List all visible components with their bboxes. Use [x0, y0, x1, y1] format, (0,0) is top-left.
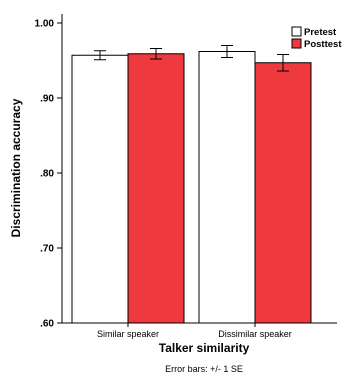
bar-pretest-2	[198, 51, 256, 324]
legend-label-pretest: Pretest	[304, 27, 337, 38]
bar-pretest-1	[71, 54, 129, 324]
category-label: Similar speaker	[97, 329, 159, 339]
legend-label-posttest: Posttest	[304, 39, 342, 50]
category-label: Dissimilar speaker	[218, 329, 292, 339]
legend-swatch-posttest	[291, 38, 302, 49]
y-tick-label: 1.00	[35, 19, 55, 30]
bar-posttest-1	[127, 53, 185, 324]
y-tick-label: .70	[40, 244, 54, 255]
error-bars-note: Error bars: +/- 1 SE	[165, 364, 243, 374]
x-axis-title: Talker similarity	[159, 341, 250, 355]
error-bars	[94, 45, 289, 72]
y-tick-label: .60	[40, 319, 54, 330]
legend-swatch-pretest	[291, 26, 302, 37]
bars	[71, 51, 312, 324]
bar-posttest-2	[254, 62, 312, 324]
y-axis-title: Discrimination accuracy	[9, 98, 23, 237]
y-tick-label: .90	[40, 94, 54, 105]
category-labels: Similar speaker Dissimilar speaker	[97, 323, 292, 339]
y-ticks: .60 .70 .80 .90 1.00	[35, 19, 62, 330]
y-tick-label: .80	[40, 169, 54, 180]
